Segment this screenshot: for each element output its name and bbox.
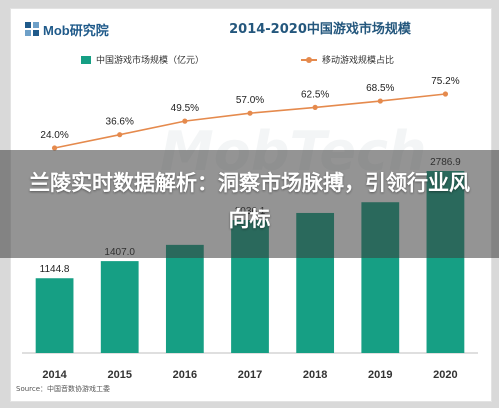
legend-bar-label: 中国游戏市场规模（亿元） [96,56,205,66]
bar-2014 [35,278,74,353]
line-label-2014: 24.0% [40,130,68,141]
headline-text: 兰陵实时数据解析：洞察市场脉搏，引领行业风向标 [29,171,470,231]
brand-logo: Mob研究院 [25,19,109,39]
chart-legend: 中国游戏市场规模（亿元） 移动游戏规模占比 [11,53,491,69]
x-tick-2017: 2017 [238,369,262,381]
bar-2015 [100,261,139,353]
legend-item-line: 移动游戏规模占比 [301,53,394,66]
x-tick-2016: 2016 [173,369,197,381]
x-tick-2020: 2020 [433,369,457,381]
source-note: Source：中国音数协游戏工委 [16,385,111,393]
bar-2016 [165,244,204,353]
line-label-2019: 68.5% [366,83,394,94]
legend-item-bar: 中国游戏市场规模（亿元） [81,53,204,66]
line-label-2020: 75.2% [431,76,459,87]
line-label-2015: 36.6% [106,117,134,128]
chart-title: 2014-2020中国游戏市场规模 [161,19,479,41]
headline-overlay [0,150,499,258]
line-label-2016: 49.5% [171,103,199,114]
line-point-2016 [182,118,188,124]
line-point-2017 [247,110,253,116]
x-tick-2015: 2015 [107,369,131,381]
x-tick-2014: 2014 [42,369,67,381]
line-point-2018 [312,104,318,110]
line-point-2015 [117,132,123,138]
line-point-2014 [51,145,58,151]
line-point-2020 [442,91,449,97]
x-tick-2019: 2019 [368,369,392,381]
x-tick-2018: 2018 [303,369,327,381]
bar-label-2014: 1144.8 [40,264,70,275]
legend-bar-swatch [81,55,91,64]
legend-line-swatch [301,56,317,63]
line-label-2018: 62.5% [301,89,329,100]
line-label-2017: 57.0% [236,95,264,106]
brand-logo-icon [25,22,39,36]
line-point-2019 [377,98,383,104]
brand-logo-text: Mob研究院 [43,22,109,38]
legend-line-label: 移动游戏规模占比 [322,56,395,66]
